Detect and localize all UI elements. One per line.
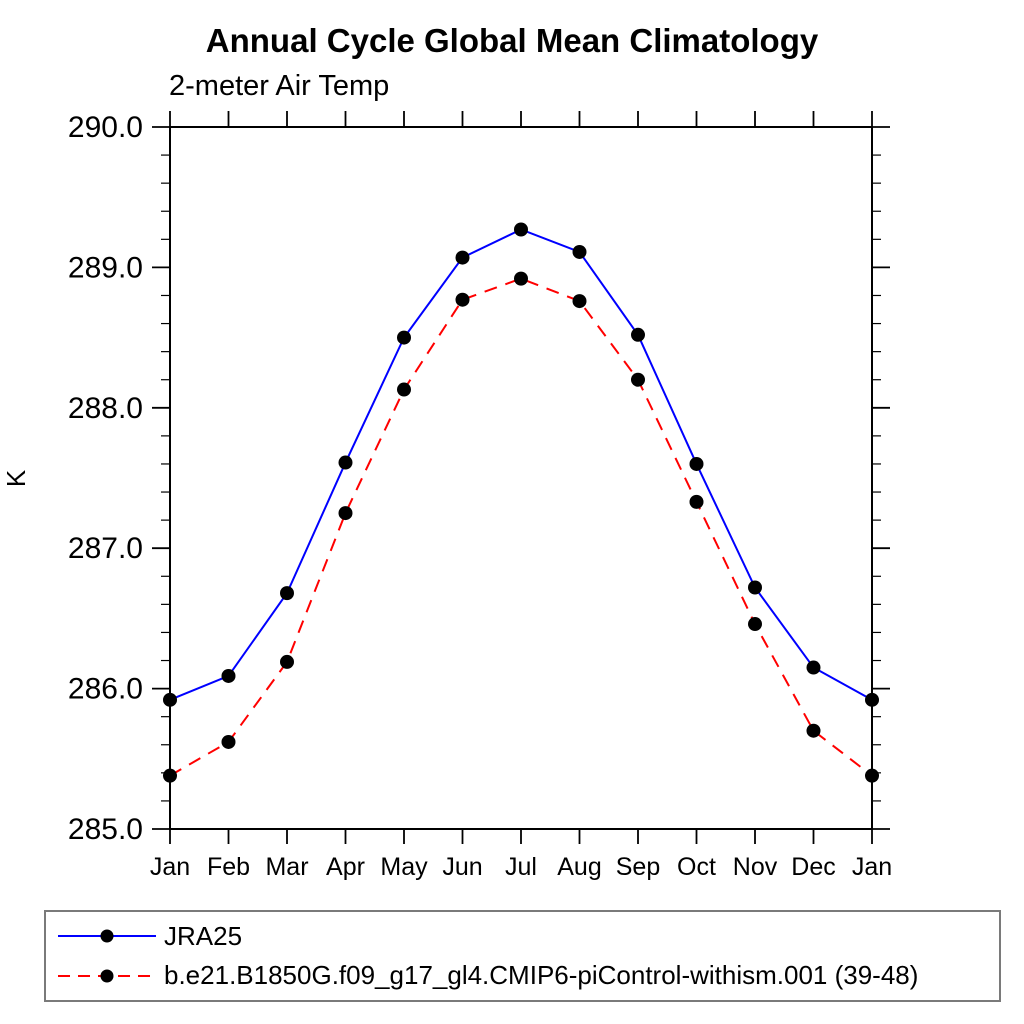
- data-point-marker: [163, 692, 177, 707]
- x-tick-label: Aug: [557, 853, 601, 881]
- data-point-marker: [631, 372, 645, 387]
- data-point-marker: [689, 456, 704, 471]
- legend-item: JRA25: [52, 921, 999, 952]
- data-point-marker: [338, 506, 353, 521]
- y-tick-label: 285.0: [68, 813, 143, 846]
- legend-box: JRA25 b.e21.B1850G.f09_g17_gl4.CMIP6-piC…: [44, 910, 1001, 1002]
- x-tick-label: Oct: [677, 853, 716, 881]
- data-point-marker: [455, 292, 470, 307]
- data-point-marker: [806, 660, 821, 675]
- legend-marker-icon: [100, 929, 114, 943]
- data-point-marker: [338, 455, 353, 470]
- legend-line-sample-solid: [58, 929, 156, 943]
- data-point-marker: [631, 327, 645, 342]
- data-point-marker: [280, 586, 294, 601]
- series-line-1: [169, 277, 873, 777]
- x-tick-label: May: [380, 853, 428, 881]
- x-tick-label: Nov: [733, 853, 778, 881]
- data-point-marker: [221, 734, 236, 749]
- data-point-marker: [163, 768, 177, 783]
- legend-marker-icon: [100, 969, 114, 983]
- data-point-marker: [806, 723, 821, 738]
- data-point-marker: [689, 494, 704, 509]
- chart-title: Annual Cycle Global Mean Climatology: [205, 22, 819, 59]
- x-tick-label: Mar: [265, 853, 308, 881]
- y-tick-label: 290.0: [68, 111, 143, 144]
- data-point-marker: [221, 668, 236, 683]
- legend-label: b.e21.B1850G.f09_g17_gl4.CMIP6-piControl…: [164, 960, 919, 991]
- x-tick-label: Jul: [505, 853, 537, 881]
- data-point-marker: [397, 330, 411, 345]
- data-point-marker: [748, 617, 762, 632]
- x-tick-label: Feb: [207, 853, 250, 881]
- data-point-marker: [280, 654, 294, 669]
- data-point-marker: [865, 692, 879, 707]
- legend-label: JRA25: [164, 920, 243, 951]
- x-tick-label: Dec: [791, 853, 835, 881]
- x-tick-label: Apr: [326, 853, 365, 881]
- data-point-marker: [514, 222, 528, 237]
- legend-line-sample-dashed: [58, 969, 156, 983]
- chart-subtitle: 2-meter Air Temp: [169, 70, 390, 102]
- y-tick-label: 287.0: [68, 532, 143, 565]
- data-point-marker: [572, 294, 587, 309]
- data-point-marker: [514, 271, 528, 286]
- x-tick-label: Sep: [616, 853, 660, 881]
- data-point-marker: [397, 382, 411, 397]
- y-tick-label: 288.0: [68, 392, 143, 425]
- data-point-marker: [572, 244, 587, 259]
- x-tick-label: Jun: [442, 853, 482, 881]
- x-tick-label: Jan: [150, 853, 190, 881]
- y-tick-label: 289.0: [68, 251, 143, 284]
- data-point-marker: [748, 580, 762, 595]
- series-line-0: [169, 228, 873, 701]
- data-point-marker: [865, 768, 879, 783]
- x-tick-label: Jan: [852, 853, 892, 881]
- legend-item: b.e21.B1850G.f09_g17_gl4.CMIP6-piControl…: [52, 960, 999, 991]
- data-point-marker: [455, 250, 470, 265]
- y-tick-label: 286.0: [68, 673, 143, 706]
